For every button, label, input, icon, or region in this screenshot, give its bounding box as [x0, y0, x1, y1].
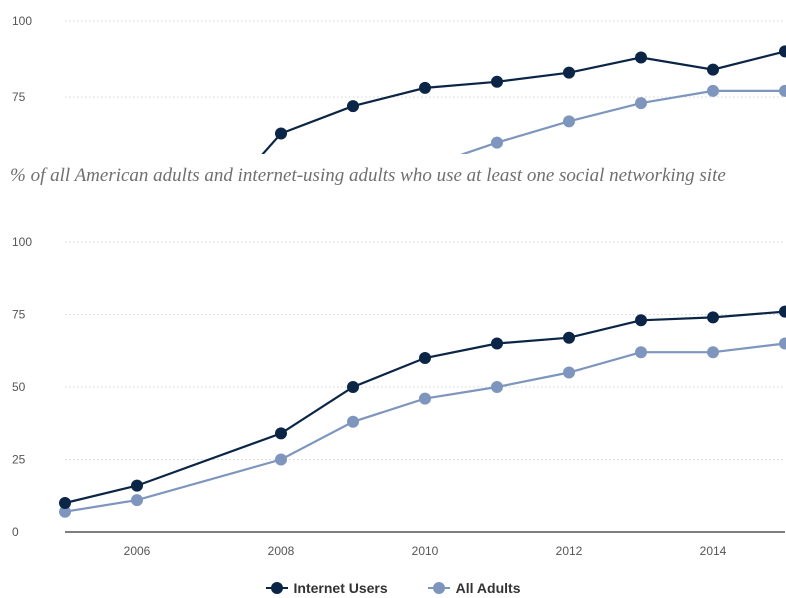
data-point-internet-users[interactable] — [419, 352, 431, 364]
background-data-point-0 — [779, 45, 786, 58]
background-data-point-1 — [779, 84, 786, 97]
main-chart: 0 25 50 75 100 2006 2008 2010 2012 2014 — [12, 235, 786, 558]
data-point-all-adults[interactable] — [347, 415, 359, 428]
legend: Internet Users All Adults — [0, 580, 786, 596]
background-data-point-1 — [491, 136, 503, 149]
data-point-internet-users[interactable] — [59, 497, 71, 509]
background-data-point-0 — [275, 127, 287, 140]
data-point-internet-users[interactable] — [347, 381, 359, 393]
data-point-all-adults[interactable] — [131, 494, 143, 507]
data-point-all-adults[interactable] — [707, 346, 719, 359]
legend-label-internet-users: Internet Users — [293, 580, 388, 596]
data-point-all-adults[interactable] — [275, 453, 287, 466]
background-y-tick-label: 100 — [12, 14, 32, 28]
data-point-all-adults[interactable] — [59, 505, 71, 518]
background-data-point-0 — [635, 51, 647, 64]
background-data-point-1 — [707, 84, 719, 97]
data-point-internet-users[interactable] — [491, 337, 503, 350]
data-point-all-adults[interactable] — [563, 366, 575, 379]
data-point-internet-users[interactable] — [707, 311, 719, 324]
legend-label-all-adults: All Adults — [455, 580, 521, 596]
x-tick-label: 2008 — [268, 544, 295, 558]
data-point-internet-users[interactable] — [779, 305, 786, 318]
y-tick-label: 50 — [12, 380, 26, 394]
background-data-point-0 — [419, 81, 431, 94]
background-data-point-0 — [707, 63, 719, 76]
background-data-point-1 — [563, 115, 575, 128]
background-data-point-0 — [491, 75, 503, 88]
all-adults-swatch-dot — [432, 582, 445, 594]
background-y-tick-label: 75 — [12, 90, 26, 104]
y-tick-label: 0 — [12, 525, 19, 539]
background-data-point-0 — [347, 100, 359, 113]
x-tick-label: 2014 — [700, 544, 727, 558]
all-adults-swatch-icon — [427, 581, 450, 595]
chart-subtitle: % of all American adults and internet-us… — [10, 165, 726, 186]
data-point-all-adults[interactable] — [419, 392, 431, 405]
y-tick-label: 75 — [12, 308, 26, 322]
legend-item-internet-users[interactable]: Internet Users — [265, 580, 388, 596]
background-data-point-1 — [635, 97, 647, 110]
data-point-internet-users[interactable] — [563, 331, 575, 344]
internet-users-swatch-icon — [265, 581, 288, 595]
x-tick-label: 2006 — [124, 544, 151, 558]
internet-users-swatch-dot — [270, 582, 283, 594]
series-line-internet-users — [64, 310, 786, 505]
data-point-internet-users[interactable] — [131, 479, 143, 492]
x-tick-label: 2010 — [412, 544, 439, 558]
crop-mask — [0, 154, 786, 240]
background-series-line-1 — [460, 89, 785, 156]
background-chart: 100 75 — [0, 14, 786, 240]
series-line-all-adults — [64, 342, 786, 513]
data-point-all-adults[interactable] — [491, 381, 503, 393]
data-point-internet-users[interactable] — [635, 314, 647, 327]
data-point-internet-users[interactable] — [275, 427, 287, 440]
data-point-all-adults[interactable] — [779, 337, 786, 350]
data-point-all-adults[interactable] — [635, 346, 647, 359]
legend-item-all-adults[interactable]: All Adults — [427, 580, 521, 596]
x-tick-label: 2012 — [556, 544, 583, 558]
y-tick-label: 100 — [12, 235, 32, 249]
y-tick-label: 25 — [12, 453, 26, 467]
background-data-point-0 — [563, 66, 575, 79]
